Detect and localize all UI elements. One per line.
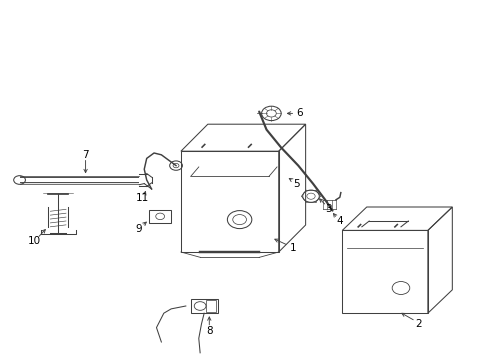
Text: 4: 4 [336, 216, 343, 226]
Text: 7: 7 [82, 150, 89, 160]
Text: 2: 2 [414, 319, 421, 329]
Text: 9: 9 [135, 224, 142, 234]
Text: 5: 5 [293, 179, 300, 189]
Bar [205, 300, 216, 312]
Text: 8: 8 [205, 326, 212, 336]
Text: 11: 11 [136, 193, 149, 203]
Text: 10: 10 [28, 236, 41, 246]
Text: 3: 3 [325, 204, 331, 214]
Bar [190, 299, 217, 313]
Text: 1: 1 [289, 243, 296, 253]
Text: 6: 6 [295, 108, 302, 118]
